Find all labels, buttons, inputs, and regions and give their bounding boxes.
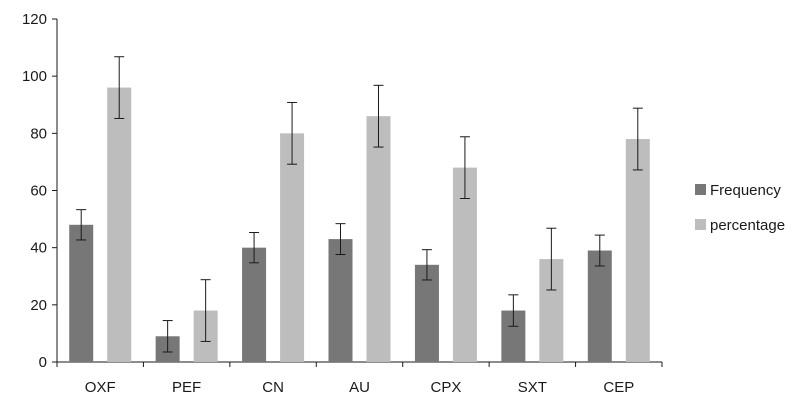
legend: Frequency percentage	[695, 182, 785, 234]
y-tick-label: 120	[22, 11, 47, 28]
y-axis: 0 20 40 60 80 100 120	[22, 11, 58, 371]
y-tick-label: 40	[30, 240, 47, 257]
x-tick-label: CN	[262, 379, 284, 396]
bar-frequency-au	[328, 239, 353, 362]
y-tick-label: 80	[30, 125, 47, 142]
bars	[69, 56, 650, 362]
legend-swatch-frequency	[695, 184, 706, 195]
x-tick-label: CEP	[603, 379, 634, 396]
bar-percentage-oxf	[107, 87, 132, 362]
y-tick-label: 0	[39, 354, 47, 371]
legend-label-frequency: Frequency	[710, 182, 781, 199]
x-tick-label: CPX	[431, 379, 462, 396]
bar-percentage-cn	[280, 133, 305, 362]
x-tick-label: SXT	[518, 379, 547, 396]
x-tick-label: OXF	[85, 379, 116, 396]
bar-frequency-oxf	[69, 224, 94, 362]
y-tick-label: 60	[30, 183, 47, 200]
x-tick-label: AU	[349, 379, 370, 396]
y-tick-label: 20	[30, 297, 47, 314]
bar-frequency-cep	[587, 250, 612, 362]
bar-percentage-au	[366, 116, 391, 362]
bar-frequency-cpx	[414, 264, 439, 362]
bar-percentage-cpx	[452, 167, 477, 362]
bar-percentage-cep	[625, 139, 650, 362]
legend-swatch-percentage	[695, 219, 706, 230]
x-axis: OXF PEF CN AU CPX SXT CEP	[56, 361, 663, 396]
y-tick-label: 100	[22, 68, 47, 85]
x-tick-label: PEF	[172, 379, 201, 396]
legend-label-percentage: percentage	[710, 217, 785, 234]
bar-frequency-cn	[242, 247, 267, 362]
